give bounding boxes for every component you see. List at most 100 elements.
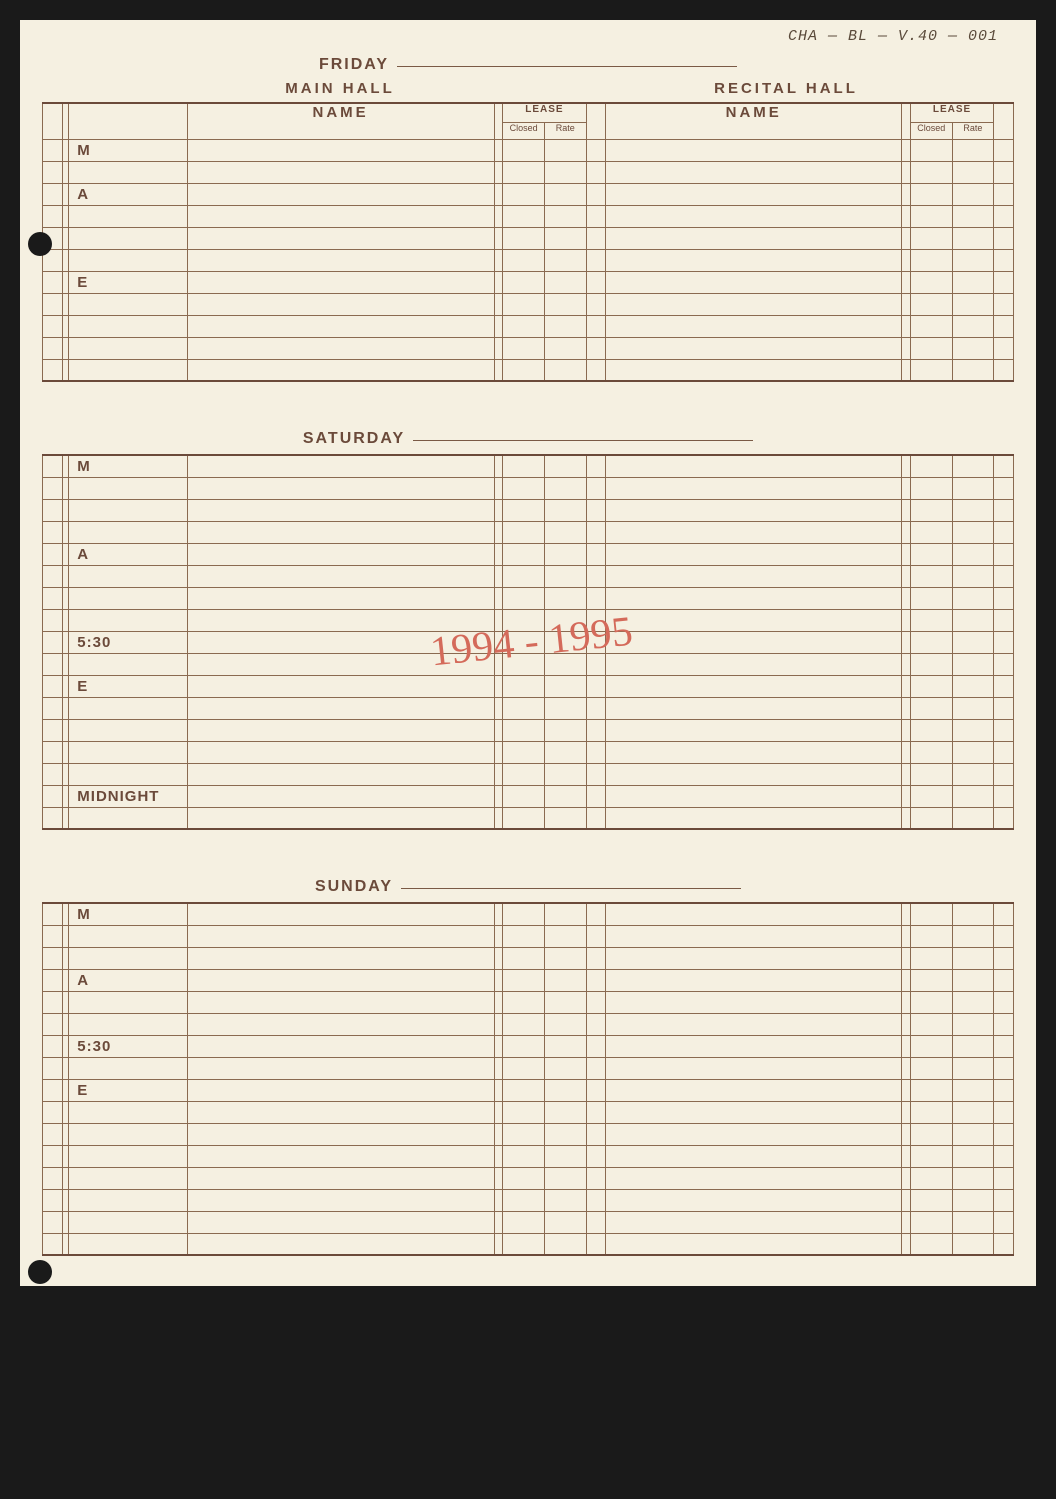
cell-main-name [187, 521, 494, 543]
punch-hole [28, 232, 52, 256]
cell-recital-name [606, 631, 902, 653]
time-slot-label: E [69, 272, 186, 291]
cell-recital-rate [952, 139, 994, 161]
cell-recital-rate [952, 631, 994, 653]
cell-main-rate [544, 719, 586, 741]
cell-main-rate [544, 785, 586, 807]
cell-recital-rate [952, 925, 994, 947]
cell-recital-rate [952, 807, 994, 829]
col-lease-recital: LEASE [910, 103, 993, 122]
cell-main-name [187, 455, 494, 477]
cell-main-closed [503, 337, 545, 359]
cell-recital-name [606, 359, 902, 381]
col-rate-main: Rate [544, 122, 586, 139]
cell-main-closed [503, 1057, 545, 1079]
cell-main-rate [544, 293, 586, 315]
cell-recital-closed [910, 499, 952, 521]
col-closed-recital: Closed [910, 122, 952, 139]
cell-main-name [187, 205, 494, 227]
cell-main-name [187, 1079, 494, 1101]
time-slot-label: E [69, 1080, 186, 1099]
cell-main-closed [503, 1211, 545, 1233]
cell-main-closed [503, 609, 545, 631]
cell-recital-rate [952, 1233, 994, 1255]
cell-recital-rate [952, 719, 994, 741]
cell-main-name [187, 543, 494, 565]
cell-main-rate [544, 763, 586, 785]
reference-note: CHA — BL — V.40 — 001 [788, 28, 998, 45]
cell-main-name [187, 1013, 494, 1035]
cell-recital-name [606, 807, 902, 829]
cell-main-name [187, 991, 494, 1013]
cell-main-closed [503, 1035, 545, 1057]
cell-main-name [187, 477, 494, 499]
cell-main-closed [503, 697, 545, 719]
cell-main-closed [503, 565, 545, 587]
cell-main-closed [503, 227, 545, 249]
cell-main-name [187, 139, 494, 161]
cell-main-name [187, 337, 494, 359]
cell-main-rate [544, 359, 586, 381]
cell-main-rate [544, 565, 586, 587]
cell-recital-name [606, 1211, 902, 1233]
cell-main-name [187, 925, 494, 947]
cell-recital-rate [952, 543, 994, 565]
cell-recital-rate [952, 675, 994, 697]
cell-main-closed [503, 1189, 545, 1211]
cell-main-closed [503, 1079, 545, 1101]
cell-recital-name [606, 1189, 902, 1211]
cell-recital-name [606, 521, 902, 543]
time-slot-label: A [69, 544, 186, 563]
cell-main-rate [544, 455, 586, 477]
cell-recital-closed [910, 1167, 952, 1189]
cell-recital-name [606, 1035, 902, 1057]
cell-recital-rate [952, 477, 994, 499]
cell-recital-rate [952, 455, 994, 477]
cell-main-rate [544, 315, 586, 337]
cell-recital-rate [952, 161, 994, 183]
cell-recital-name [606, 741, 902, 763]
cell-recital-name [606, 161, 902, 183]
cell-main-closed [503, 675, 545, 697]
main-hall-label: MAIN HALL [285, 80, 395, 97]
cell-recital-closed [910, 565, 952, 587]
cell-main-closed [503, 543, 545, 565]
cell-recital-name [606, 763, 902, 785]
cell-main-rate [544, 543, 586, 565]
cell-main-name [187, 293, 494, 315]
cell-recital-closed [910, 1035, 952, 1057]
cell-main-name [187, 697, 494, 719]
cell-recital-closed [910, 991, 952, 1013]
cell-main-rate [544, 271, 586, 293]
cell-recital-name [606, 139, 902, 161]
cell-recital-closed [910, 903, 952, 925]
cell-recital-closed [910, 205, 952, 227]
cell-recital-rate [952, 653, 994, 675]
cell-main-name [187, 807, 494, 829]
cell-recital-closed [910, 741, 952, 763]
time-slot-label: E [69, 676, 186, 695]
time-slot-label: A [69, 184, 186, 203]
cell-main-name [187, 763, 494, 785]
cell-recital-rate [952, 521, 994, 543]
cell-recital-closed [910, 653, 952, 675]
cell-main-name [187, 1211, 494, 1233]
cell-main-name [187, 1145, 494, 1167]
cell-recital-rate [952, 1057, 994, 1079]
day-label: SUNDAY [315, 878, 393, 896]
cell-recital-closed [910, 587, 952, 609]
cell-main-closed [503, 1167, 545, 1189]
col-rate-recital: Rate [952, 122, 994, 139]
cell-main-rate [544, 675, 586, 697]
cell-recital-rate [952, 205, 994, 227]
cell-recital-name [606, 991, 902, 1013]
cell-main-rate [544, 1189, 586, 1211]
cell-recital-name [606, 947, 902, 969]
cell-main-closed [503, 521, 545, 543]
cell-recital-closed [910, 271, 952, 293]
cell-recital-rate [952, 1013, 994, 1035]
cell-recital-closed [910, 763, 952, 785]
cell-main-rate [544, 161, 586, 183]
cell-recital-rate [952, 1123, 994, 1145]
cell-main-name [187, 1035, 494, 1057]
